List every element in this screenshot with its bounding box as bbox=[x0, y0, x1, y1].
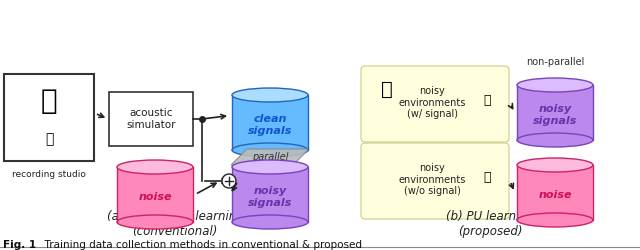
Text: parallel: parallel bbox=[252, 152, 288, 162]
Polygon shape bbox=[231, 149, 309, 165]
Circle shape bbox=[222, 174, 236, 188]
FancyBboxPatch shape bbox=[361, 143, 509, 219]
Text: (a) supervised learning
(conventional): (a) supervised learning (conventional) bbox=[107, 210, 243, 238]
FancyBboxPatch shape bbox=[361, 66, 509, 142]
Text: 🎤: 🎤 bbox=[483, 94, 491, 107]
Ellipse shape bbox=[117, 160, 193, 174]
Text: noisy
environments
(w/ signal): noisy environments (w/ signal) bbox=[399, 86, 466, 119]
Ellipse shape bbox=[517, 133, 593, 147]
Ellipse shape bbox=[232, 160, 308, 174]
Text: noisy
signals: noisy signals bbox=[248, 186, 292, 208]
Text: non-parallel: non-parallel bbox=[526, 57, 584, 67]
Ellipse shape bbox=[117, 215, 193, 229]
Polygon shape bbox=[517, 165, 593, 220]
Ellipse shape bbox=[232, 215, 308, 229]
Ellipse shape bbox=[517, 78, 593, 92]
Text: 👩: 👩 bbox=[41, 86, 58, 115]
Text: recording studio: recording studio bbox=[12, 170, 86, 179]
Text: (b) PU learning
(proposed): (b) PU learning (proposed) bbox=[446, 210, 534, 238]
Text: Training data collection methods in conventional & proposed: Training data collection methods in conv… bbox=[38, 240, 362, 250]
Text: 👩: 👩 bbox=[381, 80, 393, 98]
Ellipse shape bbox=[232, 88, 308, 102]
Polygon shape bbox=[117, 167, 193, 222]
Polygon shape bbox=[517, 85, 593, 140]
Text: noisy
signals: noisy signals bbox=[533, 104, 577, 126]
Ellipse shape bbox=[232, 143, 308, 157]
FancyBboxPatch shape bbox=[4, 74, 94, 161]
Text: Fig. 1: Fig. 1 bbox=[3, 240, 36, 250]
Ellipse shape bbox=[517, 213, 593, 227]
Text: noise: noise bbox=[538, 190, 572, 200]
Text: 🎤: 🎤 bbox=[483, 171, 491, 184]
Text: acoustic
simulator: acoustic simulator bbox=[126, 108, 176, 130]
Polygon shape bbox=[232, 95, 308, 150]
Polygon shape bbox=[232, 167, 308, 222]
Text: 🎤: 🎤 bbox=[45, 132, 53, 146]
Text: clean
signals: clean signals bbox=[248, 114, 292, 136]
Text: noise: noise bbox=[138, 192, 172, 202]
Ellipse shape bbox=[517, 158, 593, 172]
Text: noisy
environments
(w/o signal): noisy environments (w/o signal) bbox=[399, 163, 466, 196]
FancyBboxPatch shape bbox=[109, 92, 193, 146]
